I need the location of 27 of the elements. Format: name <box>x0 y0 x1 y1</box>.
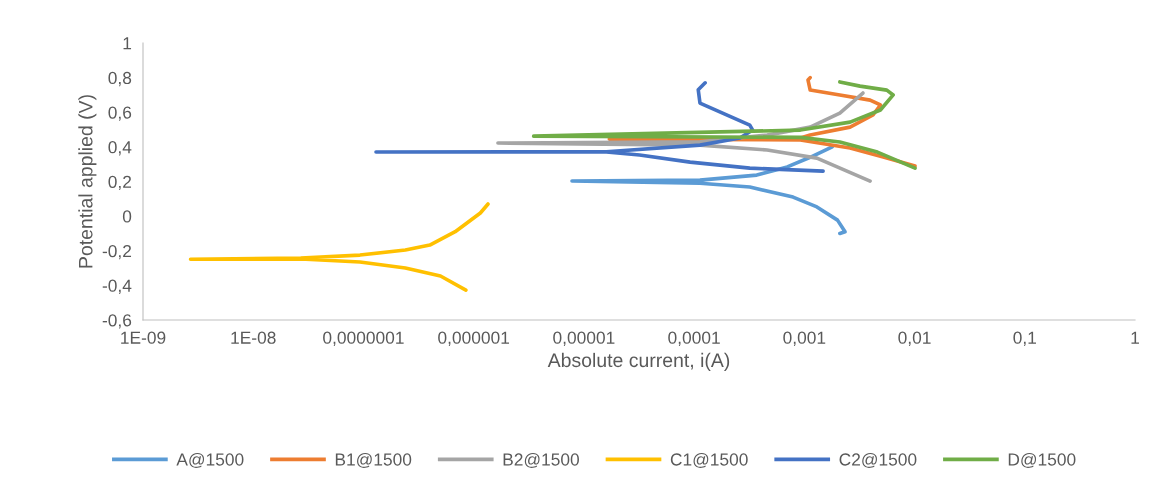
legend-label: A@1500 <box>176 452 244 468</box>
y-tick-label: 1 <box>123 37 132 50</box>
y-tick-label: -0,6 <box>102 314 132 329</box>
x-tick-label: 0,01 <box>898 331 931 346</box>
legend-label: C1@1500 <box>670 452 748 468</box>
x-tick-label: 0,00001 <box>553 331 615 346</box>
x-tick-label: 0,1 <box>1013 331 1036 346</box>
legend-label: B2@1500 <box>503 452 579 468</box>
legend-label: B1@1500 <box>335 452 412 468</box>
x-tick-label: 0,0001 <box>668 331 720 346</box>
x-tick-label: 0,000001 <box>438 331 510 346</box>
y-tick-label: 0,6 <box>108 106 132 121</box>
x-axis-title: Absolute current, i(A) <box>547 352 730 371</box>
x-tick-label: 0,0000001 <box>323 331 404 346</box>
legend-label: C2@1500 <box>839 452 917 468</box>
y-tick-label: 0,2 <box>108 175 132 191</box>
x-tick-label: 1E-09 <box>121 331 166 344</box>
x-tick-label: 1E-08 <box>231 331 276 344</box>
y-tick-label: 0,4 <box>108 141 132 156</box>
legend-label: D@1500 <box>1008 452 1076 468</box>
x-tick-label: 1 <box>1131 331 1139 344</box>
y-tick-label: -0,4 <box>102 279 132 294</box>
y-tick-label: 0,8 <box>108 71 132 87</box>
y-tick-label: 0 <box>122 210 132 223</box>
y-axis-title: Potential applied (V) <box>78 95 97 268</box>
x-tick-label: 0,001 <box>783 331 826 346</box>
y-tick-label: -0,2 <box>102 244 132 260</box>
